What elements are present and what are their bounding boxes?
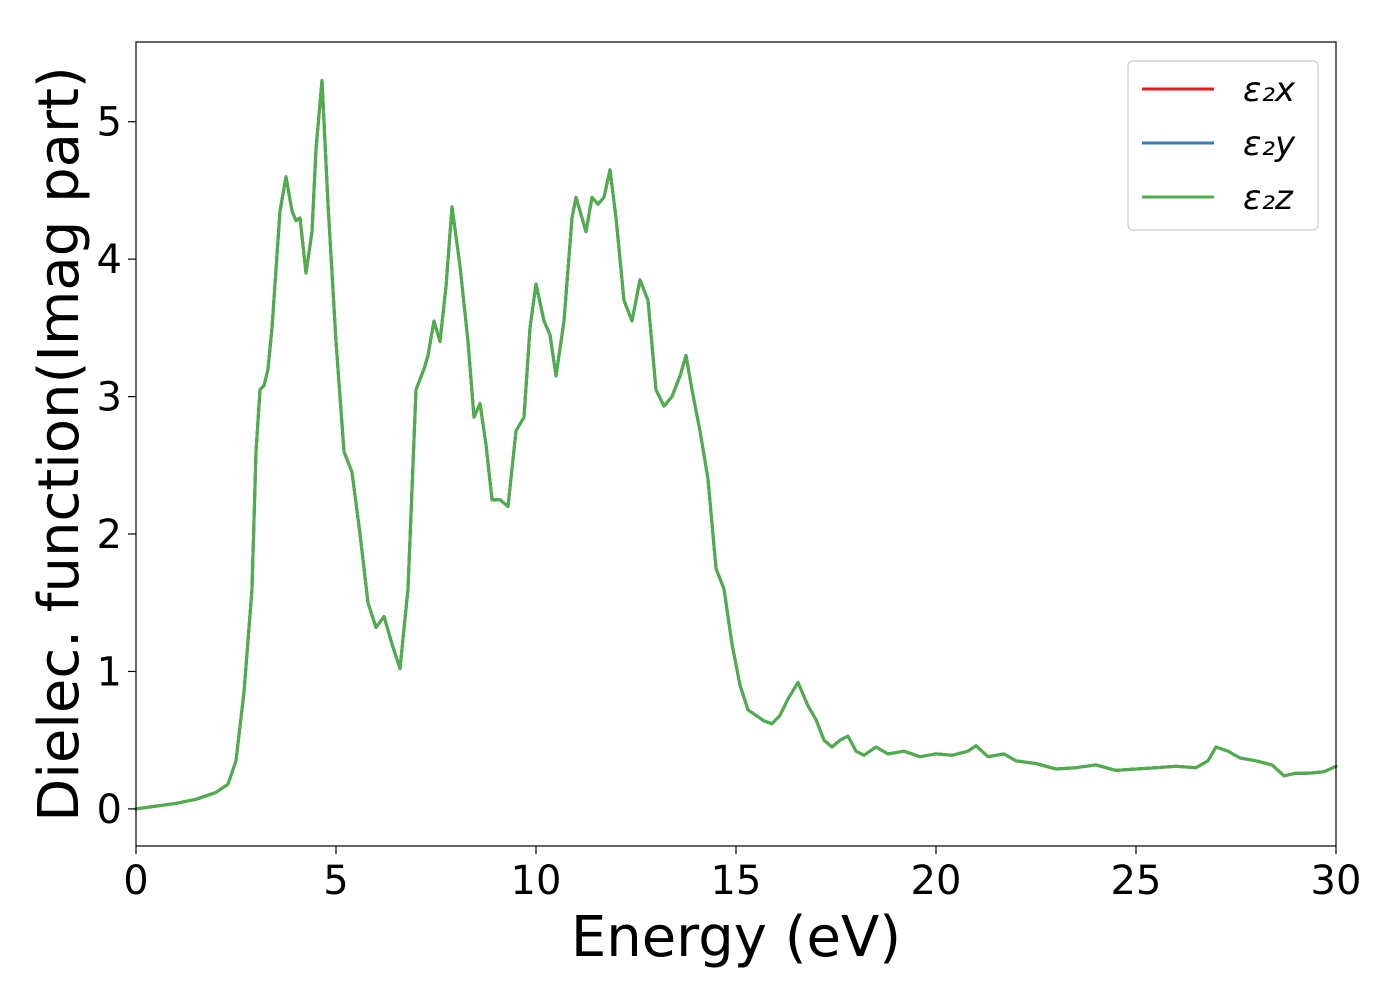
series-line-2 bbox=[134, 79, 1338, 811]
y-tick-label: 4 bbox=[97, 237, 122, 283]
y-axis-ticks: 0 1 2 3 4 5 bbox=[97, 100, 136, 833]
legend-label-1: ε₂y bbox=[1243, 124, 1296, 164]
x-tick-label: 15 bbox=[711, 858, 762, 904]
x-axis-ticks: 0 5 10 15 20 25 30 bbox=[123, 846, 1361, 904]
x-tick-label: 30 bbox=[1311, 858, 1362, 904]
x-tick-label: 25 bbox=[1111, 858, 1162, 904]
y-tick-label: 2 bbox=[97, 512, 122, 558]
y-tick-label: 5 bbox=[97, 100, 122, 146]
legend-label-0: ε₂x bbox=[1243, 70, 1296, 110]
x-tick-label: 0 bbox=[123, 858, 148, 904]
y-tick-label: 0 bbox=[97, 787, 122, 833]
y-tick-label: 3 bbox=[97, 375, 122, 421]
x-tick-label: 10 bbox=[511, 858, 562, 904]
x-axis-label: Energy (eV) bbox=[571, 905, 901, 970]
x-tick-label: 20 bbox=[911, 858, 962, 904]
x-tick-label: 5 bbox=[323, 858, 348, 904]
y-tick-label: 1 bbox=[97, 649, 122, 695]
y-axis-label: Dielec. function(Imag part) bbox=[27, 66, 92, 822]
legend: ε₂x ε₂y ε₂z bbox=[1127, 60, 1319, 231]
legend-label-2: ε₂z bbox=[1243, 178, 1294, 218]
legend-box bbox=[1127, 60, 1319, 231]
series-layer bbox=[134, 79, 1338, 811]
